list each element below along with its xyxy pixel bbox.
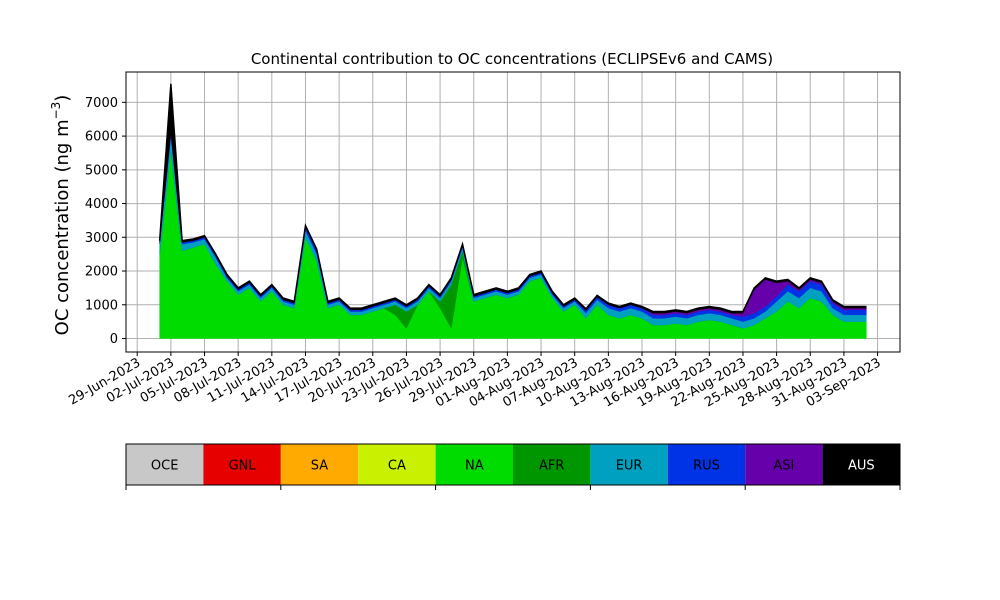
legend-swatch-na	[435, 444, 513, 485]
legend-swatch-ca	[358, 444, 436, 485]
chart-title: Continental contribution to OC concentra…	[251, 50, 773, 68]
y-axis-label-unit-exponent: −3	[49, 102, 63, 120]
legend-swatch-afr	[513, 444, 591, 485]
y-tick-label: 2000	[85, 265, 118, 280]
legend-label-na: NA	[465, 459, 484, 474]
y-tick-label: 7000	[85, 96, 118, 111]
y-axis-label-text: OC concentration (ng m	[52, 119, 73, 335]
y-axis-label-close: )	[52, 95, 73, 102]
legend-swatch-sa	[280, 444, 359, 485]
legend: OCE GNL SA CA NA AFR EUR RUS ASI AUS	[125, 443, 901, 490]
legend-swatch-aus	[822, 444, 900, 485]
y-tick-label: 4000	[85, 197, 118, 212]
series-area-aus	[159, 83, 867, 314]
legend-swatch-eur	[590, 444, 668, 485]
y-tick-label: 3000	[85, 231, 118, 246]
axes-layer	[125, 71, 901, 353]
legend-border	[125, 443, 901, 486]
legend-label-aus: AUS	[848, 459, 875, 474]
legend-swatch-gnl	[203, 444, 281, 485]
legend-label-sa: SA	[311, 459, 328, 474]
legend-label-rus: RUS	[693, 459, 720, 474]
y-tick-label: 5000	[85, 163, 118, 178]
y-axis-label: OC concentration (ng m−3)	[49, 95, 73, 336]
legend-label-afr: AFR	[539, 459, 564, 474]
area-layer	[158, 83, 867, 339]
y-tick-label: 6000	[85, 130, 118, 145]
total-outline	[158, 83, 867, 313]
legend-label-oce: OCE	[151, 459, 179, 474]
legend-swatch-oce	[126, 444, 204, 485]
legend-swatch-asi	[745, 444, 823, 485]
legend-label-asi: ASI	[773, 459, 794, 474]
y-tick-label: 1000	[85, 298, 118, 313]
legend-label-ca: CA	[388, 459, 406, 474]
legend-swatch-rus	[667, 444, 746, 485]
y-tick-label: 0	[110, 332, 118, 347]
plot-frame	[125, 71, 901, 353]
legend-label-eur: EUR	[616, 459, 643, 474]
legend-label-gnl: GNL	[229, 459, 257, 474]
